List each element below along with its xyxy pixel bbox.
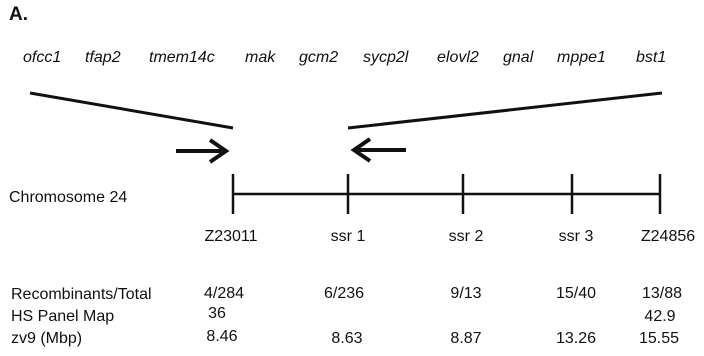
table-cell: 42.9 [644, 308, 676, 325]
gene-label: gnal [503, 49, 534, 66]
marker-label: ssr 2 [448, 228, 484, 245]
arrow-left-icon [350, 137, 406, 163]
row-label-zv9: zv9 (Mbp) [11, 330, 83, 347]
gene-label: tmem14c [149, 49, 215, 66]
zoom-line-right [347, 91, 663, 130]
table-cell: 6/236 [323, 285, 365, 302]
arrow-right-icon [176, 138, 230, 164]
gene-label: ofcc1 [23, 49, 62, 66]
row-label-hs-panel: HS Panel Map [11, 308, 115, 325]
table-cell: 15.55 [638, 330, 680, 347]
gene-label: sycp2l [363, 49, 409, 66]
marker-label: Z23011 [204, 228, 258, 245]
gene-label: tfap2 [85, 49, 121, 66]
table-cell: 36 [208, 305, 226, 322]
table-cell: 15/40 [555, 285, 597, 302]
gene-label: mppe1 [557, 49, 606, 66]
row-label-recombinants: Recombinants/Total [11, 286, 152, 303]
zoom-line-left [29, 91, 234, 130]
table-cell: 4/284 [203, 285, 245, 302]
gene-label: bst1 [636, 49, 667, 66]
panel-label: A. [9, 4, 28, 25]
marker-label: ssr 3 [558, 228, 594, 245]
gene-label: elovl2 [437, 49, 479, 66]
table-cell: 13/88 [641, 285, 683, 302]
marker-label: Z24856 [640, 228, 696, 245]
table-cell: 8.63 [331, 330, 363, 347]
table-cell: 8.87 [450, 330, 482, 347]
gene-label: mak [245, 49, 276, 66]
marker-label: ssr 1 [330, 228, 366, 245]
table-cell: 13.26 [555, 330, 597, 347]
chromosome-label: Chromosome 24 [9, 189, 128, 206]
table-cell: 8.46 [206, 328, 238, 345]
table-cell: 9/13 [450, 285, 482, 302]
gene-label: gcm2 [299, 49, 339, 66]
